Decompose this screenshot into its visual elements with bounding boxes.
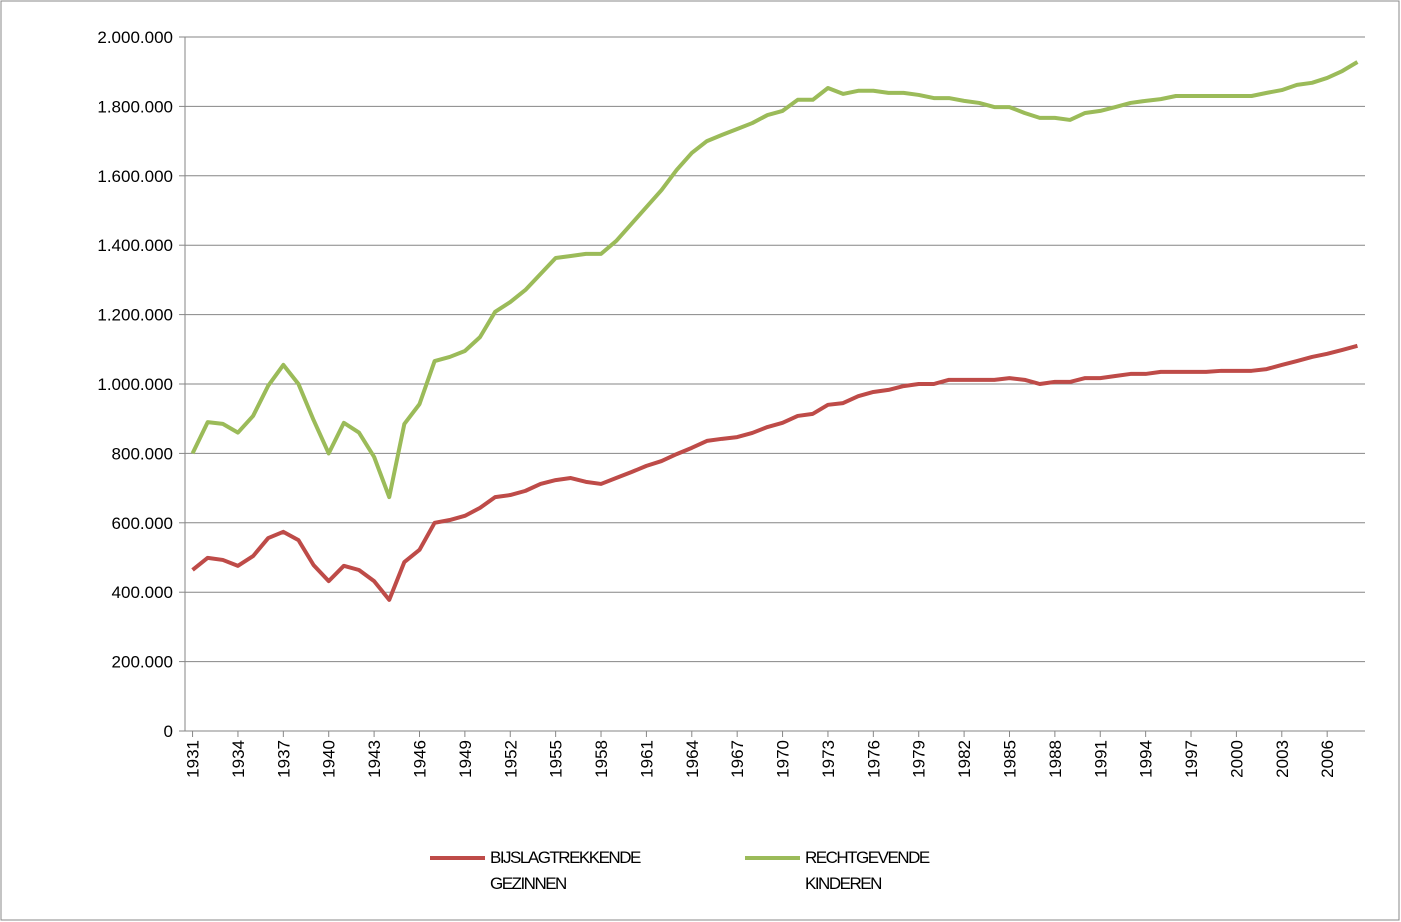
y-tick-label: 400.000: [112, 583, 173, 602]
x-tick-label: 1961: [637, 740, 656, 778]
series-line: [190, 60, 1359, 500]
x-tick-label: 1997: [1182, 740, 1201, 778]
x-tick-label: 1982: [955, 740, 974, 778]
x-tick-label: 1985: [1000, 740, 1019, 778]
x-tick-label: 1958: [592, 740, 611, 778]
x-tick-label: 1955: [547, 740, 566, 778]
y-tick-label: 1.400.000: [97, 236, 173, 255]
series-line: [191, 343, 1358, 602]
x-tick-label: 1979: [910, 740, 929, 778]
y-tick-label: 1.200.000: [97, 306, 173, 325]
x-tick-label: 1949: [456, 740, 475, 778]
x-tick-label: 2003: [1273, 740, 1292, 778]
x-tick-label: 1994: [1137, 740, 1156, 778]
x-tick-label: 1946: [410, 740, 429, 778]
y-tick-label: 800.000: [112, 444, 173, 463]
x-tick-label: 1970: [774, 740, 793, 778]
y-tick-label: 1.800.000: [97, 97, 173, 116]
x-tick-label: 1952: [501, 740, 520, 778]
x-tick-label: 1967: [728, 740, 747, 778]
y-tick-label: 1.000.000: [97, 375, 173, 394]
x-tick-label: 1988: [1046, 740, 1065, 778]
x-tick-label: 1943: [365, 740, 384, 778]
x-tick-label: 1934: [229, 740, 248, 778]
x-tick-label: 1991: [1091, 740, 1110, 778]
y-tick-label: 200.000: [112, 653, 173, 672]
x-tick-label: 1931: [184, 740, 203, 778]
x-tick-label: 1964: [683, 740, 702, 778]
legend-label: RECHTGEVENDE KINDEREN: [805, 848, 930, 893]
x-tick-label: 1973: [819, 740, 838, 778]
x-tick-label: 2000: [1227, 740, 1246, 778]
x-tick-label: 1940: [320, 740, 339, 778]
legend-label: BIJSLAGTREKKENDE GEZINNEN: [490, 848, 641, 893]
x-tick-label: 2006: [1318, 740, 1337, 778]
y-tick-label: 2.000.000: [97, 28, 173, 47]
y-tick-label: 1.600.000: [97, 167, 173, 186]
x-tick-label: 1937: [274, 740, 293, 778]
y-tick-label: 0: [164, 722, 173, 741]
x-tick-label: 1976: [864, 740, 883, 778]
y-tick-label: 600.000: [112, 514, 173, 533]
